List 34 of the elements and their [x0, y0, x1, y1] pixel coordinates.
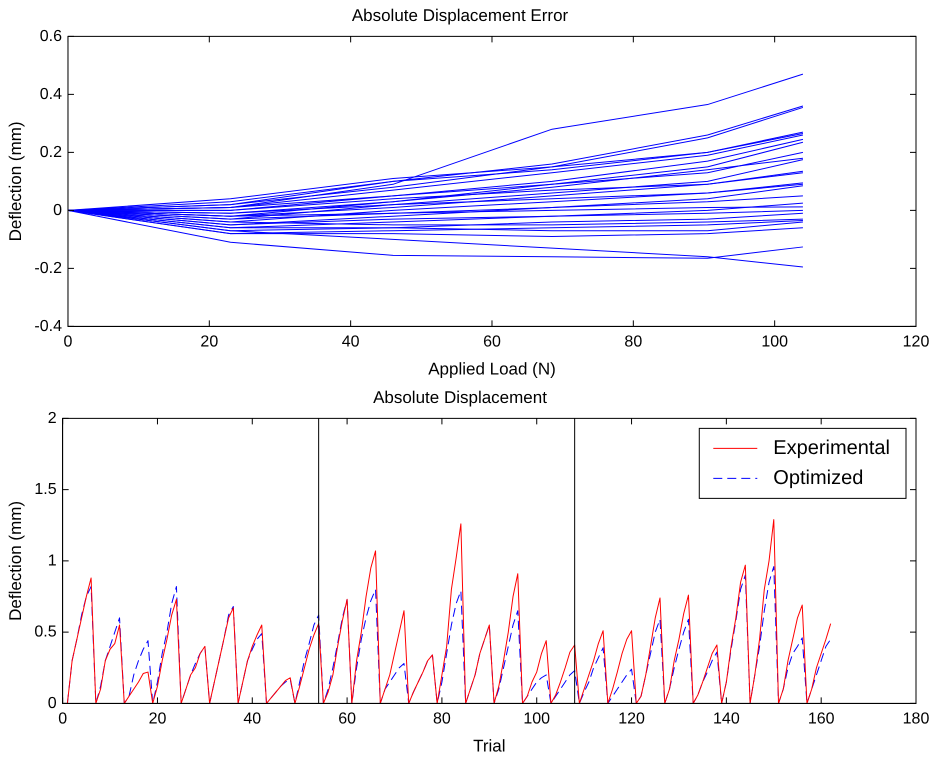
x-tick-label: 160	[808, 710, 835, 728]
x-tick-label: 100	[523, 710, 550, 728]
x-axis-title: Applied Load (N)	[428, 359, 556, 378]
x-tick-label: 20	[148, 710, 166, 728]
legend-label: Experimental	[773, 436, 890, 459]
y-tick-label: 0	[48, 694, 57, 712]
y-tick-label: 1	[48, 552, 57, 570]
y-tick-label: 0	[53, 202, 62, 219]
x-tick-label: 20	[200, 333, 218, 350]
x-tick-label: 120	[902, 333, 930, 350]
x-tick-label: 140	[713, 710, 740, 728]
legend-label: Optimized	[773, 466, 864, 489]
y-tick-label: 0.4	[40, 86, 62, 103]
y-tick-label: -0.2	[34, 260, 62, 277]
x-axis-title: Trial	[473, 736, 506, 756]
y-axis-title: Deflection (mm)	[6, 121, 25, 242]
x-tick-label: 80	[433, 710, 451, 728]
x-tick-label: 100	[761, 333, 788, 350]
y-axis-title: Deflection (mm)	[6, 500, 25, 621]
y-tick-label: 0.5	[34, 624, 57, 641]
y-tick-label: 0.2	[40, 144, 62, 161]
x-tick-label: 60	[338, 710, 356, 728]
y-tick-label: -0.4	[34, 318, 62, 335]
x-tick-label: 40	[243, 710, 262, 728]
x-tick-label: 120	[618, 710, 645, 728]
x-tick-label: 40	[342, 333, 360, 350]
chart-title: Absolute Displacement	[373, 388, 548, 407]
y-tick-label: 1.5	[34, 481, 57, 498]
y-tick-label: 0.6	[40, 28, 62, 45]
x-tick-label: 80	[624, 333, 642, 350]
chart-title: Absolute Displacement Error	[352, 6, 569, 25]
x-tick-label: 60	[483, 333, 501, 350]
y-tick-label: 2	[48, 410, 57, 427]
x-tick-label: 180	[902, 710, 930, 728]
